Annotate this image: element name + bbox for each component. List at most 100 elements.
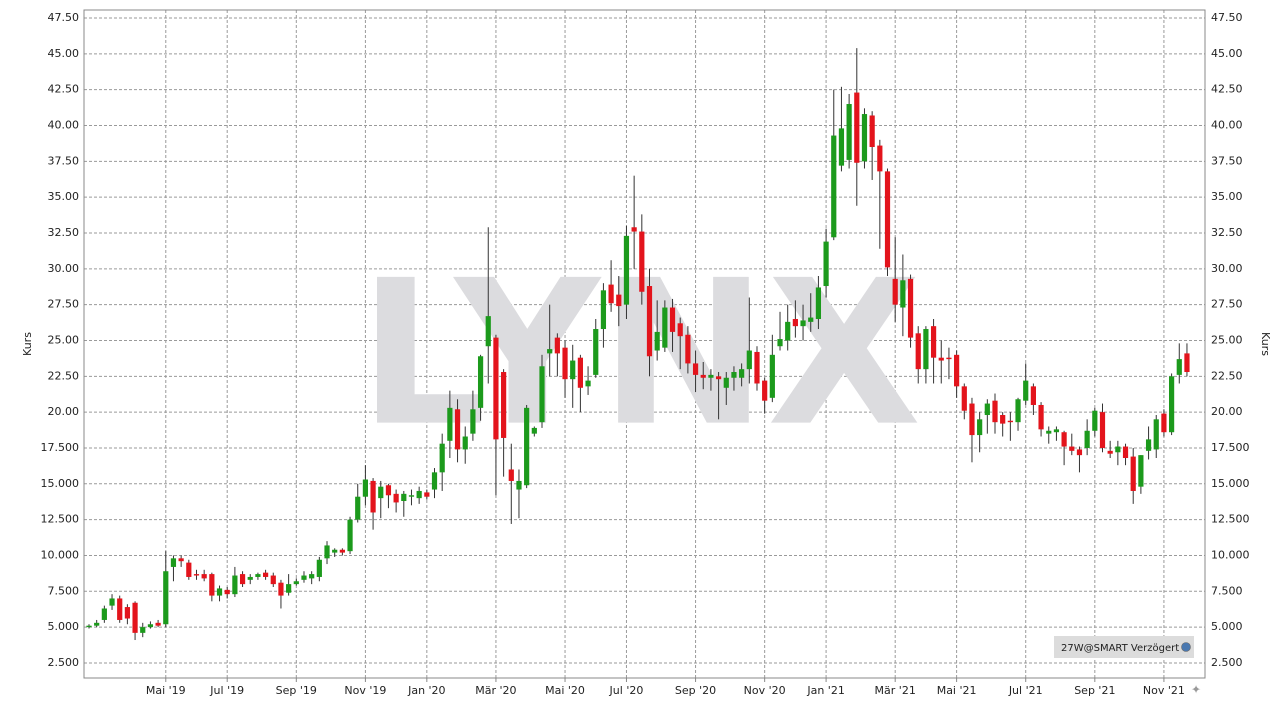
y-tick-label: 35.00 <box>48 190 80 203</box>
candle-body <box>954 354 960 387</box>
y-tick-label: 47.50 <box>48 11 80 24</box>
candle-body <box>762 380 768 401</box>
candle-body <box>769 354 775 398</box>
candle-body <box>639 231 645 292</box>
candle-body <box>101 608 107 620</box>
candle-body <box>339 549 345 553</box>
candle-body <box>477 356 484 408</box>
candle-body <box>923 329 929 370</box>
candle-body <box>293 581 299 585</box>
candle-body <box>531 427 537 434</box>
candle-body <box>938 357 944 361</box>
y-tick-label: 20.00 <box>48 405 80 418</box>
x-tick-label: Mai '20 <box>545 684 585 697</box>
candle-body <box>884 171 891 268</box>
candle-body <box>1130 456 1136 491</box>
badge-text: 27W@SMART Verzögert <box>1061 643 1179 654</box>
candle-body <box>524 407 530 486</box>
globe-icon <box>1181 642 1191 652</box>
candle-body <box>163 571 169 625</box>
x-tick-label: Jul '20 <box>609 684 644 697</box>
candle-body <box>869 115 875 148</box>
candle-body <box>969 403 975 436</box>
candle-body <box>562 347 568 380</box>
candle-body <box>654 331 660 351</box>
y-tick-label-right: 37.50 <box>1211 154 1243 167</box>
x-tick-label: Jul '21 <box>1008 684 1043 697</box>
candle-body <box>1115 446 1121 453</box>
y-tick-label-right: 25.00 <box>1211 333 1243 346</box>
candle-body <box>1030 386 1036 405</box>
candle-body <box>723 377 729 388</box>
candle-body <box>332 549 338 553</box>
candle-body <box>593 329 599 375</box>
candle-body <box>178 558 184 562</box>
y-tick-label: 30.00 <box>48 262 80 275</box>
x-tick-label: Sep '21 <box>1074 684 1115 697</box>
candle-body <box>454 409 461 450</box>
candle-body <box>930 326 937 358</box>
candle-body <box>385 485 392 496</box>
candle-body <box>362 479 369 497</box>
candle-body <box>785 321 791 341</box>
x-tick-label: Jan '21 <box>806 684 844 697</box>
candle-body <box>193 574 200 576</box>
candle-body <box>754 351 760 384</box>
candle-body <box>662 307 668 348</box>
candle-body <box>462 436 468 450</box>
y-tick-label-right: 7.500 <box>1211 584 1243 597</box>
candle-body <box>1176 359 1182 375</box>
candle-body <box>1184 353 1190 373</box>
candle-body <box>616 294 622 307</box>
candle-body <box>1168 376 1175 433</box>
candle-body <box>623 235 630 305</box>
candle-body <box>209 574 215 596</box>
y-tick-label-right: 10.000 <box>1211 548 1250 561</box>
y-tick-label: 7.500 <box>48 584 80 597</box>
candle-body <box>992 400 998 423</box>
candle-body <box>1138 455 1144 487</box>
candle-body <box>1000 415 1006 424</box>
candle-body <box>86 625 92 628</box>
candle-body <box>700 374 706 378</box>
candle-body <box>470 409 476 434</box>
candle-body <box>301 575 307 580</box>
y-tick-label-right: 45.00 <box>1211 47 1243 60</box>
candle-body <box>508 469 514 481</box>
candle-body <box>646 286 653 357</box>
candle-body <box>201 574 207 579</box>
candle-body <box>808 317 814 322</box>
y-tick-label-right: 42.50 <box>1211 83 1243 96</box>
x-tick-label: Nov '19 <box>344 684 386 697</box>
y-tick-label: 42.50 <box>48 83 80 96</box>
y-tick-label: 45.00 <box>48 47 80 60</box>
candle-body <box>1007 420 1013 423</box>
y-tick-label-right: 40.00 <box>1211 119 1243 132</box>
candle-body <box>370 480 376 513</box>
candle-body <box>270 575 276 585</box>
y-axis-title: Kurs <box>21 332 34 356</box>
candle-body <box>309 574 315 579</box>
candle-body <box>132 602 138 633</box>
candle-body <box>585 380 591 387</box>
candle-body <box>355 496 361 520</box>
candle-body <box>731 372 737 378</box>
y-tick-label-right: 22.50 <box>1211 369 1243 382</box>
candle-body <box>124 607 130 619</box>
candle-body <box>516 480 522 490</box>
candle-body <box>554 337 560 354</box>
candle-body <box>224 589 230 595</box>
candle-body <box>854 92 860 163</box>
candle-body <box>247 576 253 580</box>
candle-body <box>800 320 806 327</box>
x-tick-label: Mai '19 <box>146 684 186 697</box>
y-tick-label-right: 47.50 <box>1211 11 1243 24</box>
candle-body <box>501 372 507 438</box>
candle-body <box>1053 429 1060 433</box>
candle-body <box>1145 439 1152 451</box>
candles <box>86 48 1190 641</box>
scroll-icon[interactable]: ✦ <box>1191 683 1201 697</box>
candle-body <box>1061 432 1067 447</box>
candle-body <box>140 627 146 633</box>
